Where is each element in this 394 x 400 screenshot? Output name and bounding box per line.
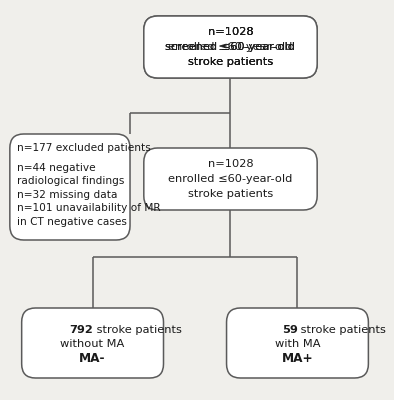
FancyBboxPatch shape — [227, 308, 368, 378]
Text: with MA: with MA — [275, 340, 320, 350]
Text: n=1028: n=1028 — [208, 27, 253, 37]
Text: without MA: without MA — [60, 340, 125, 350]
FancyBboxPatch shape — [144, 16, 317, 78]
Text: 59: 59 — [282, 325, 297, 335]
Text: n=101 unavailability of MR: n=101 unavailability of MR — [17, 203, 161, 213]
FancyBboxPatch shape — [10, 134, 130, 240]
Text: n=1028: n=1028 — [208, 27, 253, 37]
Text: stroke patients: stroke patients — [188, 57, 273, 67]
FancyBboxPatch shape — [144, 16, 317, 78]
Text: MA-: MA- — [79, 352, 106, 365]
Text: n=32 missing data: n=32 missing data — [17, 190, 117, 200]
Text: n=1028: n=1028 — [208, 159, 253, 169]
Text: radiological findings: radiological findings — [17, 176, 125, 186]
Text: enrolled ≤60-year-old: enrolled ≤60-year-old — [168, 42, 293, 52]
Text: MA+: MA+ — [282, 352, 313, 365]
Text: 792: 792 — [69, 325, 93, 335]
FancyBboxPatch shape — [144, 148, 317, 210]
Text: n=1028: n=1028 — [208, 27, 253, 37]
Text: stroke patients: stroke patients — [188, 57, 273, 67]
Text: in CT negative cases: in CT negative cases — [17, 217, 127, 227]
Text: stroke patients: stroke patients — [297, 325, 387, 335]
FancyBboxPatch shape — [22, 308, 164, 378]
Text: screened ≤60-year-old: screened ≤60-year-old — [165, 42, 296, 52]
Text: screened ≤60-year-old: screened ≤60-year-old — [165, 42, 296, 52]
Text: n=177 excluded patients: n=177 excluded patients — [17, 143, 151, 153]
Text: n=44 negative: n=44 negative — [17, 162, 96, 172]
Text: enrolled ≤60-year-old: enrolled ≤60-year-old — [168, 174, 293, 184]
Text: stroke patients: stroke patients — [93, 325, 182, 335]
Text: stroke patients: stroke patients — [188, 57, 273, 67]
Text: stroke patients: stroke patients — [188, 189, 273, 199]
